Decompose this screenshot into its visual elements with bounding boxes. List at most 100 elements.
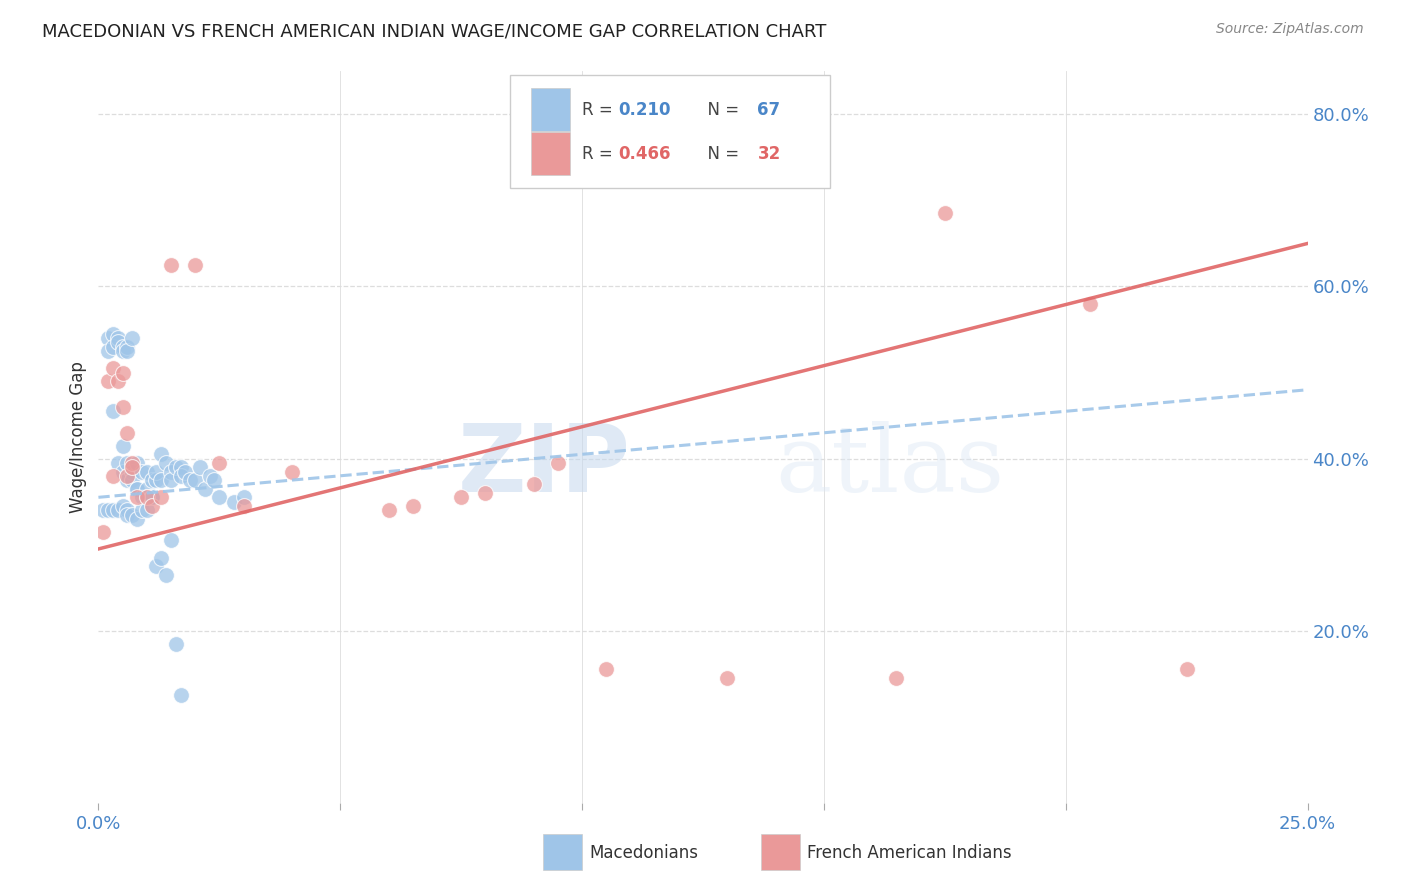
Point xyxy=(145,559,167,574)
Text: Macedonians: Macedonians xyxy=(589,844,699,862)
Point xyxy=(232,491,254,505)
Point xyxy=(198,468,221,483)
Point xyxy=(111,439,134,453)
Point xyxy=(184,258,207,272)
Point xyxy=(1078,296,1101,310)
Point xyxy=(127,512,149,526)
Point xyxy=(107,374,129,388)
Point xyxy=(117,503,139,517)
Point xyxy=(141,499,163,513)
Point xyxy=(208,456,231,470)
Point xyxy=(547,456,569,470)
Point xyxy=(145,465,167,479)
Point xyxy=(160,465,183,479)
Point xyxy=(135,491,157,505)
Point xyxy=(160,533,183,548)
Point xyxy=(155,567,177,582)
Point xyxy=(184,473,207,487)
Point xyxy=(127,482,149,496)
Point xyxy=(117,425,139,440)
Point xyxy=(716,671,738,685)
Point xyxy=(281,465,304,479)
Text: N =: N = xyxy=(697,101,744,119)
Point xyxy=(101,404,124,418)
Point xyxy=(117,340,139,354)
Point xyxy=(97,331,120,345)
Point xyxy=(111,400,134,414)
Point xyxy=(155,456,177,470)
Point xyxy=(111,344,134,359)
Point xyxy=(179,473,201,487)
Point xyxy=(111,499,134,513)
Point xyxy=(934,206,956,220)
Point xyxy=(91,524,114,539)
Point xyxy=(107,503,129,517)
Point xyxy=(117,468,139,483)
Point xyxy=(160,473,183,487)
FancyBboxPatch shape xyxy=(543,834,582,870)
Text: 0.466: 0.466 xyxy=(619,145,671,162)
Text: 0.210: 0.210 xyxy=(619,101,671,119)
FancyBboxPatch shape xyxy=(531,132,569,175)
Point xyxy=(131,465,153,479)
Point xyxy=(97,374,120,388)
Point xyxy=(107,456,129,470)
Text: MACEDONIAN VS FRENCH AMERICAN INDIAN WAGE/INCOME GAP CORRELATION CHART: MACEDONIAN VS FRENCH AMERICAN INDIAN WAG… xyxy=(42,22,827,40)
FancyBboxPatch shape xyxy=(761,834,800,870)
Point xyxy=(160,258,183,272)
Point xyxy=(117,473,139,487)
Point xyxy=(886,671,908,685)
Point xyxy=(101,340,124,354)
Text: Source: ZipAtlas.com: Source: ZipAtlas.com xyxy=(1216,22,1364,37)
Point xyxy=(111,465,134,479)
Point xyxy=(188,460,211,475)
Point xyxy=(101,468,124,483)
Point xyxy=(165,460,187,475)
Point xyxy=(117,508,139,522)
Point xyxy=(97,344,120,359)
Point xyxy=(121,460,143,475)
Text: atlas: atlas xyxy=(776,421,1005,511)
Text: 67: 67 xyxy=(758,101,780,119)
Point xyxy=(145,473,167,487)
Point xyxy=(174,465,197,479)
Point xyxy=(150,447,173,461)
Point xyxy=(121,456,143,470)
Point xyxy=(127,491,149,505)
Point xyxy=(107,331,129,345)
Point xyxy=(135,482,157,496)
Point xyxy=(101,503,124,517)
Point xyxy=(402,499,425,513)
Point xyxy=(131,503,153,517)
Point xyxy=(474,486,496,500)
Point xyxy=(101,361,124,376)
Y-axis label: Wage/Income Gap: Wage/Income Gap xyxy=(69,361,87,513)
Text: R =: R = xyxy=(582,145,619,162)
Point xyxy=(523,477,546,491)
Point xyxy=(208,491,231,505)
Point xyxy=(131,491,153,505)
Point xyxy=(135,491,157,505)
Point xyxy=(121,473,143,487)
Text: ZIP: ZIP xyxy=(457,420,630,512)
Point xyxy=(121,465,143,479)
Point xyxy=(127,456,149,470)
Point xyxy=(135,503,157,517)
Point xyxy=(150,550,173,565)
Text: R =: R = xyxy=(582,101,619,119)
Point xyxy=(117,456,139,470)
Point xyxy=(121,508,143,522)
Point xyxy=(141,491,163,505)
Point xyxy=(1175,662,1198,676)
Point xyxy=(141,491,163,505)
Point xyxy=(232,499,254,513)
Point xyxy=(222,494,245,508)
Point xyxy=(111,340,134,354)
Point xyxy=(111,366,134,380)
Point xyxy=(450,491,472,505)
Point xyxy=(107,335,129,350)
Point xyxy=(169,460,191,475)
FancyBboxPatch shape xyxy=(509,75,830,188)
Point xyxy=(117,344,139,359)
Point xyxy=(127,482,149,496)
